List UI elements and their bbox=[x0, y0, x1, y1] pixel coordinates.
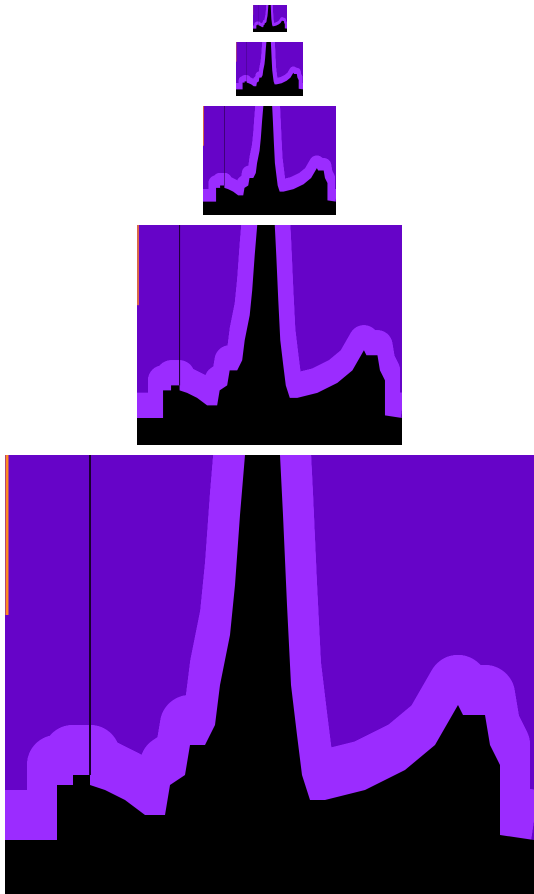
image-level-1 bbox=[253, 5, 287, 32]
image-level-4 bbox=[137, 225, 402, 445]
image-level-5 bbox=[5, 455, 534, 894]
image-level-3 bbox=[203, 106, 336, 215]
image-level-2 bbox=[236, 42, 303, 96]
